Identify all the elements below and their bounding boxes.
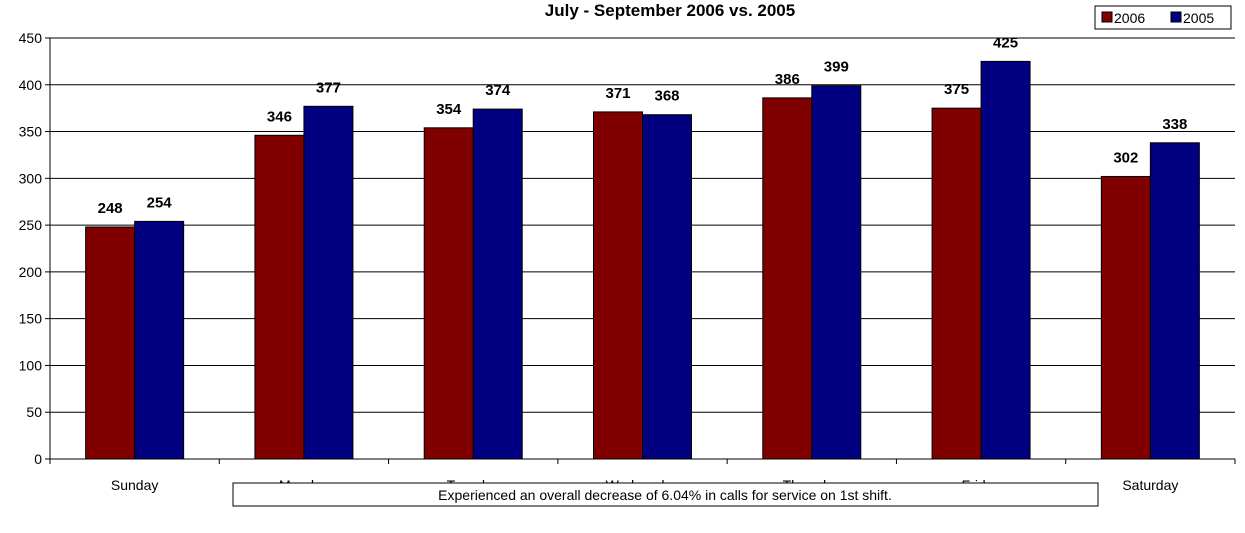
legend-label-2006: 2006 xyxy=(1114,10,1145,26)
y-tick-label: 50 xyxy=(26,404,42,420)
data-label-2006-monday: 346 xyxy=(267,108,292,125)
legend-swatch-2005 xyxy=(1170,11,1182,23)
bar-2005-saturday xyxy=(1149,142,1200,460)
data-label-2005-friday: 425 xyxy=(993,34,1018,51)
bar-2006-thursday xyxy=(762,97,813,460)
data-label-2006-saturday: 302 xyxy=(1113,149,1138,166)
y-tick-label: 150 xyxy=(19,311,43,327)
data-label-2005-monday: 377 xyxy=(316,79,341,96)
data-label-2005-thursday: 399 xyxy=(824,59,849,76)
bar-2006-sunday xyxy=(85,226,136,460)
y-axis: 0 50 100 150 200 250 300 350 400 450 xyxy=(19,30,51,467)
bar-2006-saturday xyxy=(1100,175,1151,460)
chart-title: July - September 2006 vs. 2005 xyxy=(545,1,795,20)
y-tick-label: 350 xyxy=(19,124,43,140)
bar-2005-wednesday xyxy=(642,114,692,460)
legend: 2006 2005 xyxy=(1094,5,1232,30)
y-tick-label: 400 xyxy=(19,77,43,93)
annotation-text: Experienced an overall decrease of 6.04%… xyxy=(438,487,892,503)
bar-2006-monday xyxy=(254,134,305,460)
data-label-2006-thursday: 386 xyxy=(775,71,800,88)
data-label-2006-sunday: 248 xyxy=(98,200,123,217)
data-label-2006-friday: 375 xyxy=(944,81,969,98)
bar-2005-monday xyxy=(303,105,354,460)
bar-2006-friday xyxy=(931,107,982,460)
y-tick-label: 100 xyxy=(19,357,43,373)
annotation-box: Experienced an overall decrease of 6.04%… xyxy=(232,482,1099,507)
bars: 248 254 346 377 354 374 371 368 386 399 375 425 302 3… xyxy=(85,34,1200,460)
data-label-2005-wednesday: 368 xyxy=(654,88,679,105)
y-tick-label: 200 xyxy=(19,264,43,280)
y-tick-label: 450 xyxy=(19,30,43,46)
bar-2005-friday xyxy=(980,60,1031,460)
legend-box xyxy=(1094,5,1232,30)
bar-2005-thursday xyxy=(811,85,862,460)
bar-2006-wednesday xyxy=(593,111,643,460)
x-tick-label-sunday: Sunday xyxy=(111,477,158,493)
x-tick-label-saturday: Saturday xyxy=(1122,477,1178,493)
y-tick-label: 300 xyxy=(19,170,43,186)
data-label-2005-saturday: 338 xyxy=(1162,116,1187,133)
data-label-2005-sunday: 254 xyxy=(147,194,173,211)
legend-label-2005: 2005 xyxy=(1183,10,1214,26)
y-tick-label: 0 xyxy=(34,451,42,467)
legend-swatch-2006 xyxy=(1101,11,1113,23)
data-label-2006-tuesday: 354 xyxy=(436,101,462,118)
data-label-2006-wednesday: 371 xyxy=(605,85,630,102)
data-label-2005-tuesday: 374 xyxy=(485,82,511,99)
y-tick-label: 250 xyxy=(19,217,43,233)
bar-2005-tuesday xyxy=(472,108,523,460)
bar-2006-tuesday xyxy=(423,127,474,460)
bar-2005-sunday xyxy=(134,220,185,460)
